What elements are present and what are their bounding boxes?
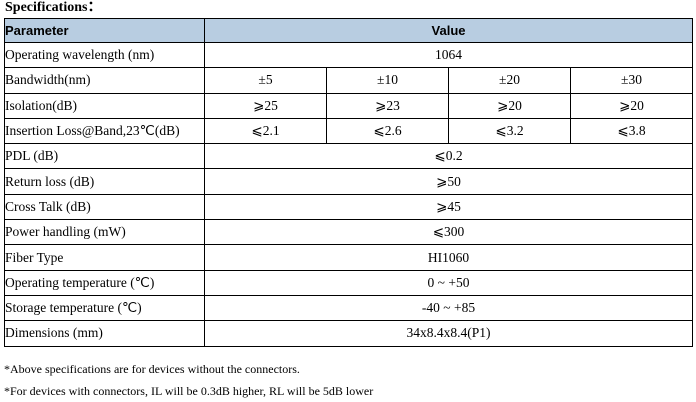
row-value: 34x8.4x8.4(P1) — [203, 320, 694, 347]
row-parameter: Power handling (mW) — [4, 219, 205, 246]
row-parameter: Storage temperature (℃) — [4, 294, 205, 322]
row-parameter: Cross Talk (dB) — [4, 193, 205, 221]
table-row: Operating temperature (℃) 0 ~ +50 — [4, 269, 694, 296]
table-row: Cross Talk (dB) ⩾45 — [4, 193, 694, 221]
row-parameter: Insertion Loss@Band,23℃(dB) — [4, 117, 205, 145]
row-value: ⩽2.6 — [326, 117, 449, 145]
table-header-row: Parameter Value — [4, 18, 694, 43]
row-value: ⩾20 — [448, 92, 571, 119]
table-row: Insertion Loss@Band,23℃(dB) ⩽2.1 ⩽2.6 ⩽3… — [4, 117, 694, 145]
row-value: ⩽2.1 — [204, 117, 327, 145]
row-value: ⩽3.8 — [569, 117, 694, 145]
footnote-no-connectors: *Above specifications are for devices wi… — [4, 362, 300, 376]
specifications-table: Parameter Value Operating wavelength (nm… — [4, 18, 694, 347]
row-value: ⩾20 — [569, 92, 694, 119]
row-parameter: PDL (dB) — [4, 143, 205, 170]
row-parameter: Fiber Type — [4, 244, 205, 271]
table-row: Return loss (dB) ⩾50 — [4, 168, 694, 195]
row-value: ±30 — [569, 67, 694, 94]
row-parameter: Isolation(dB) — [4, 92, 205, 119]
row-value: 1064 — [203, 41, 694, 69]
table-row: Storage temperature (℃) -40 ~ +85 — [4, 294, 694, 322]
parameter-column-header: Parameter — [4, 18, 205, 43]
row-value: ⩽300 — [203, 219, 694, 246]
table-row: Operating wavelength (nm) 1064 — [4, 41, 694, 69]
row-parameter: Operating wavelength (nm) — [4, 41, 205, 69]
table-row: Power handling (mW) ⩽300 — [4, 219, 694, 246]
row-value: ⩾23 — [326, 92, 449, 119]
row-value: ⩽0.2 — [203, 143, 694, 170]
table-row: Bandwidth(nm) ±5 ±10 ±20 ±30 — [4, 67, 694, 94]
row-parameter: Dimensions (mm) — [4, 320, 205, 347]
row-value: ⩾45 — [203, 193, 694, 221]
row-value: ±10 — [326, 67, 449, 94]
row-value: ±5 — [204, 67, 327, 94]
row-value: HI1060 — [203, 244, 694, 271]
specifications-heading: Specifications： — [5, 0, 102, 15]
row-value: -40 ~ +85 — [203, 294, 694, 322]
row-value: ⩾50 — [203, 168, 694, 195]
table-row: Isolation(dB) ⩾25 ⩾23 ⩾20 ⩾20 — [4, 92, 694, 119]
row-value: ⩽3.2 — [448, 117, 571, 145]
row-parameter: Bandwidth(nm) — [4, 67, 205, 94]
table-row: PDL (dB) ⩽0.2 — [4, 143, 694, 170]
row-parameter: Operating temperature (℃) — [4, 269, 205, 296]
value-column-header: Value — [203, 18, 694, 43]
row-parameter: Return loss (dB) — [4, 168, 205, 195]
row-value: 0 ~ +50 — [203, 269, 694, 296]
row-value: ±20 — [448, 67, 571, 94]
table-row: Dimensions (mm) 34x8.4x8.4(P1) — [4, 320, 694, 347]
table-row: Fiber Type HI1060 — [4, 244, 694, 271]
footnote-with-connectors: *For devices with connectors, IL will be… — [4, 384, 374, 398]
row-value: ⩾25 — [204, 92, 327, 119]
